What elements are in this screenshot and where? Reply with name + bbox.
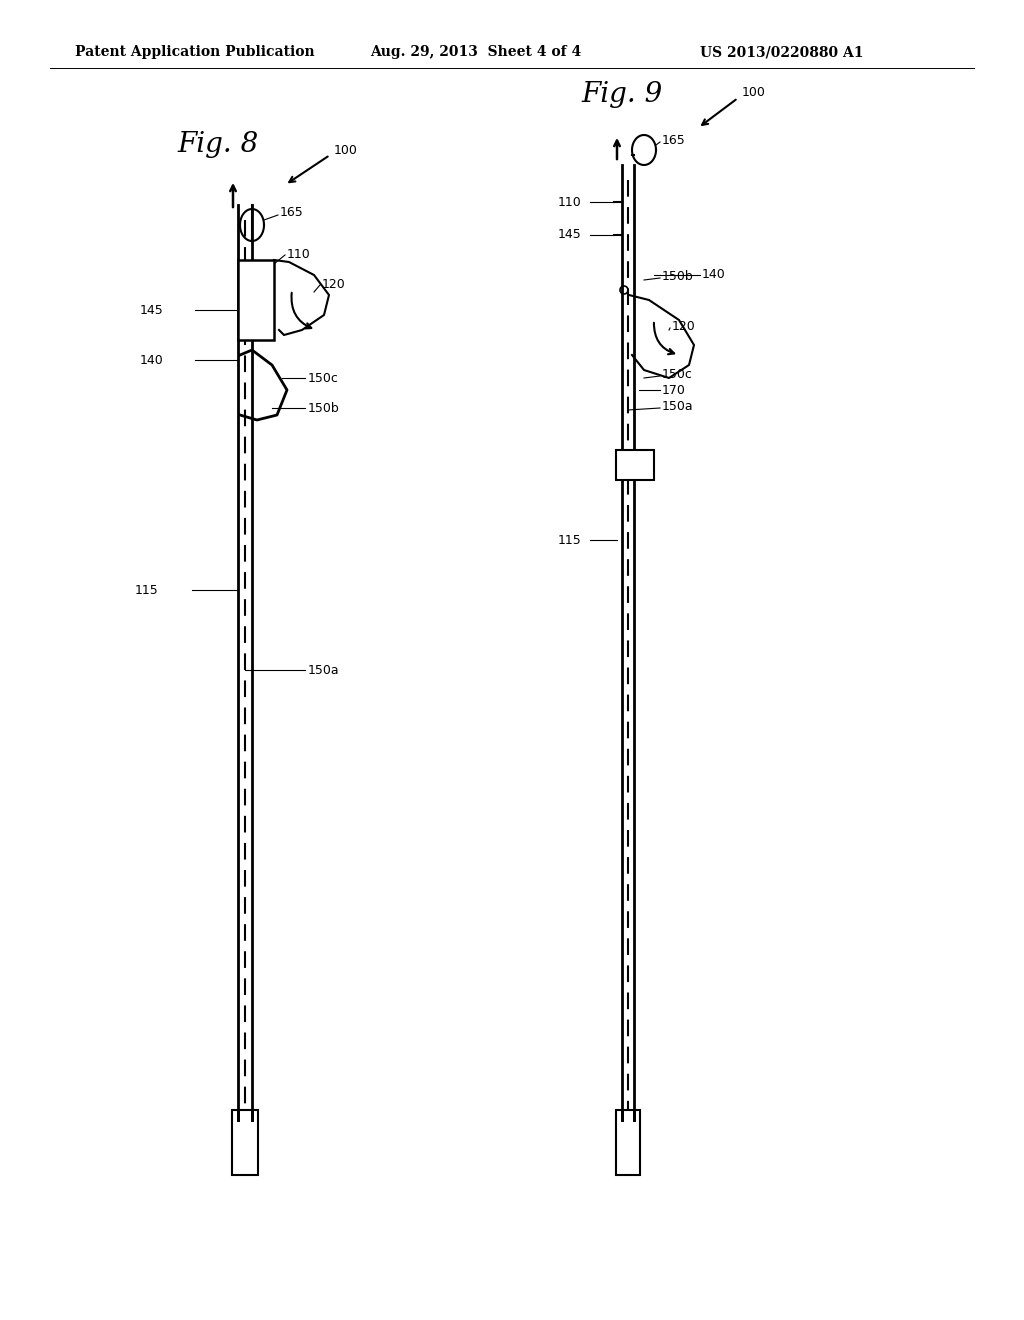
Text: 150b: 150b [662, 271, 693, 284]
Text: 120: 120 [322, 277, 346, 290]
Text: 145: 145 [140, 304, 164, 317]
Text: 140: 140 [140, 354, 164, 367]
Text: 150a: 150a [662, 400, 693, 413]
Bar [238, 260, 274, 341]
Text: 115: 115 [135, 583, 159, 597]
Text: Fig. 8: Fig. 8 [177, 132, 259, 158]
Text: 165: 165 [280, 206, 304, 219]
Bar [232, 1110, 258, 1175]
Text: 140: 140 [702, 268, 726, 281]
Text: Patent Application Publication: Patent Application Publication [75, 45, 314, 59]
Text: 110: 110 [558, 195, 582, 209]
Text: 150c: 150c [308, 371, 339, 384]
Text: 110: 110 [287, 248, 310, 260]
Bar [616, 1110, 640, 1175]
Text: 120: 120 [672, 321, 695, 334]
Text: US 2013/0220880 A1: US 2013/0220880 A1 [700, 45, 863, 59]
Bar [616, 450, 654, 480]
Text: 170: 170 [662, 384, 686, 396]
Text: 165: 165 [662, 135, 686, 148]
Text: 115: 115 [558, 533, 582, 546]
Text: 150b: 150b [308, 401, 340, 414]
Text: 150c: 150c [662, 368, 693, 381]
Text: Fig. 9: Fig. 9 [582, 82, 663, 108]
Text: 145: 145 [558, 228, 582, 242]
Text: Aug. 29, 2013  Sheet 4 of 4: Aug. 29, 2013 Sheet 4 of 4 [370, 45, 582, 59]
Text: 150a: 150a [308, 664, 340, 676]
Text: 100: 100 [334, 144, 357, 157]
Text: 100: 100 [742, 87, 766, 99]
